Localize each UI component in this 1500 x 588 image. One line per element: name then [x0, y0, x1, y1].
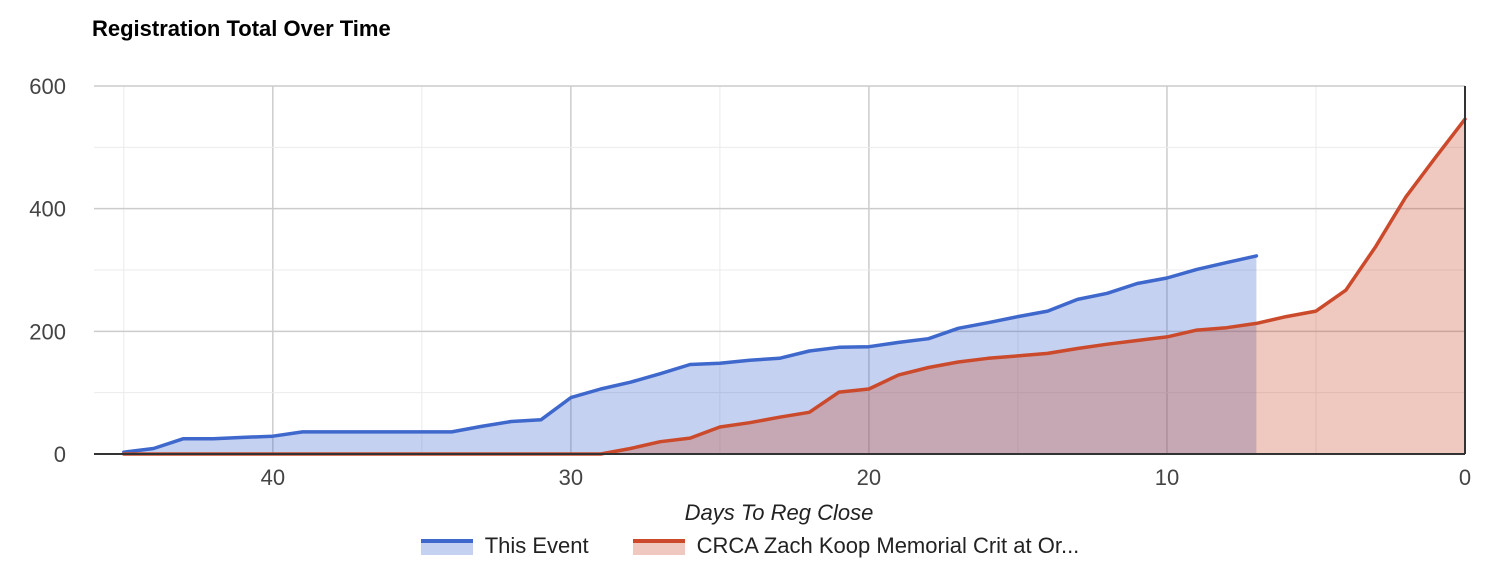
- x-tick-label: 0: [1459, 465, 1471, 490]
- legend-label: This Event: [484, 533, 589, 558]
- x-tick-label: 30: [559, 465, 583, 490]
- chart-title: Registration Total Over Time: [92, 16, 391, 41]
- legend-label: CRCA Zach Koop Memorial Crit at Or...: [696, 533, 1080, 558]
- chart-legend: This Event CRCA Zach Koop Memorial Crit a…: [0, 533, 1500, 559]
- tick-labels: 40 30 20 10 0 0 200 400 600: [29, 74, 1471, 490]
- x-tick-label: 40: [261, 465, 285, 490]
- x-tick-label: 10: [1155, 465, 1179, 490]
- axes: [94, 86, 1466, 455]
- series-area-0: [123, 255, 1257, 454]
- y-tick-label: 400: [29, 197, 66, 222]
- legend-item: This Event: [420, 533, 589, 559]
- y-tick-label: 200: [29, 319, 66, 344]
- series-area-1: [123, 119, 1465, 454]
- x-axis-title: Days To Reg Close: [685, 500, 874, 525]
- y-tick-label: 600: [29, 74, 66, 99]
- legend-swatch: [632, 537, 685, 555]
- x-tick-label: 20: [857, 465, 881, 490]
- series-areas: [123, 119, 1465, 454]
- legend-swatch: [420, 537, 473, 555]
- y-tick-label: 0: [54, 442, 66, 467]
- series-line-0: [122, 254, 1259, 454]
- legend-item: CRCA Zach Koop Memorial Crit at Or...: [632, 533, 1080, 559]
